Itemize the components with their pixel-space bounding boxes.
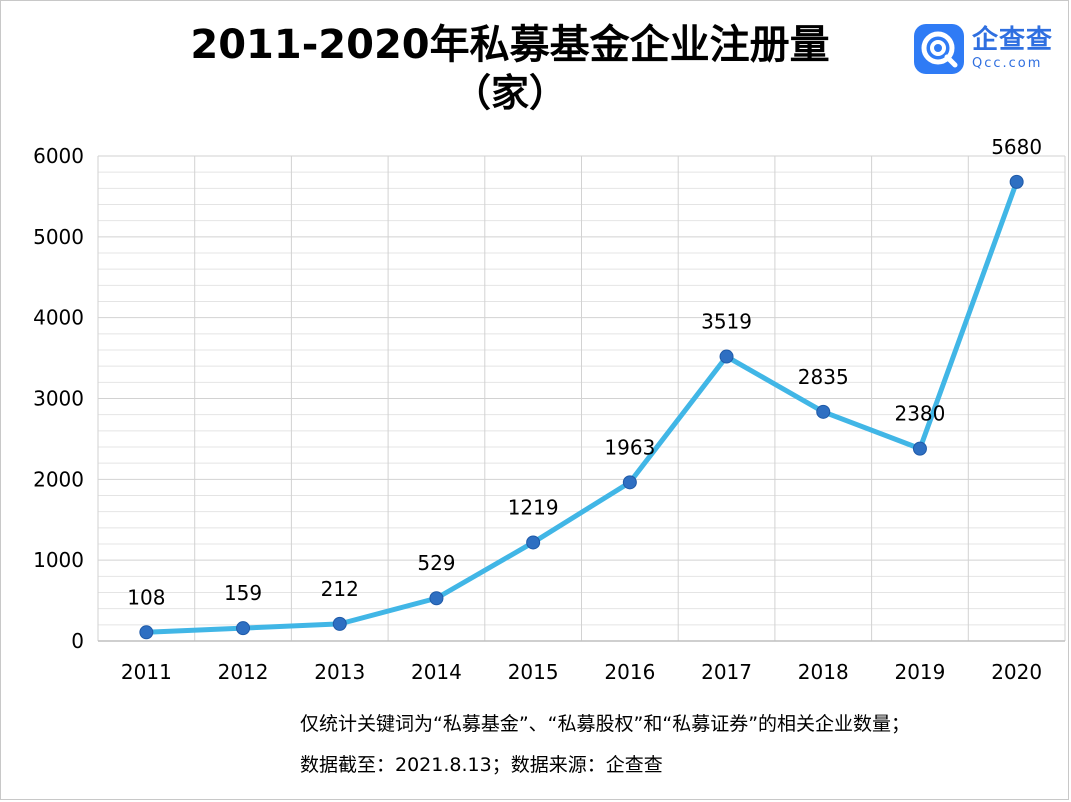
data-point: [816, 404, 831, 419]
data-point: [719, 349, 734, 364]
data-label: 2835: [798, 365, 849, 389]
y-tick-label: 5000: [33, 225, 84, 249]
x-tick-label: 2011: [121, 660, 172, 684]
data-point: [429, 591, 444, 606]
data-point: [526, 535, 541, 550]
x-tick-label: 2012: [218, 660, 269, 684]
y-tick-label: 3000: [33, 387, 84, 411]
data-label: 108: [127, 585, 165, 609]
data-label: 159: [224, 581, 262, 605]
y-tick-label: 0: [71, 629, 84, 653]
qcc-logo-icon: [914, 24, 964, 74]
chart-unit: （家）: [452, 71, 567, 115]
y-tick-label: 2000: [33, 467, 84, 491]
x-tick-label: 2018: [798, 660, 849, 684]
data-label: 1219: [508, 495, 559, 519]
x-tick-label: 2013: [314, 660, 365, 684]
footnote-scope: 仅统计关键词为“私募基金”、“私募股权”和“私募证券”的相关企业数量；: [300, 713, 911, 735]
data-label: 1963: [604, 435, 655, 459]
footnote-source: 数据截至：2021.8.13；数据来源：企查查: [300, 754, 663, 776]
data-label: 2380: [894, 402, 945, 426]
x-tick-label: 2014: [411, 660, 462, 684]
data-point: [1009, 174, 1024, 189]
x-tick-label: 2017: [701, 660, 752, 684]
data-label: 212: [321, 577, 359, 601]
x-tick-label: 2019: [894, 660, 945, 684]
data-point: [622, 475, 637, 490]
logo-domain: Qcc.com: [972, 56, 1043, 71]
data-label: 529: [417, 551, 455, 575]
y-tick-label: 4000: [33, 306, 84, 330]
qcc-logo: 企查查 Qcc.com: [914, 24, 1054, 76]
y-tick-label: 6000: [33, 144, 84, 168]
series-line: [143, 179, 1020, 635]
x-tick-label: 2020: [991, 660, 1042, 684]
data-point: [332, 616, 347, 631]
x-tick-label: 2016: [604, 660, 655, 684]
data-point: [139, 625, 154, 640]
chart-title: 2011-2020年私募基金企业注册量: [190, 22, 830, 68]
data-point: [912, 441, 927, 456]
logo-name: 企查查: [972, 25, 1054, 55]
data-point: [236, 621, 251, 636]
data-label: 5680: [991, 135, 1042, 159]
x-tick-label: 2015: [508, 660, 559, 684]
y-tick-label: 1000: [33, 548, 84, 572]
data-label: 3519: [701, 310, 752, 334]
